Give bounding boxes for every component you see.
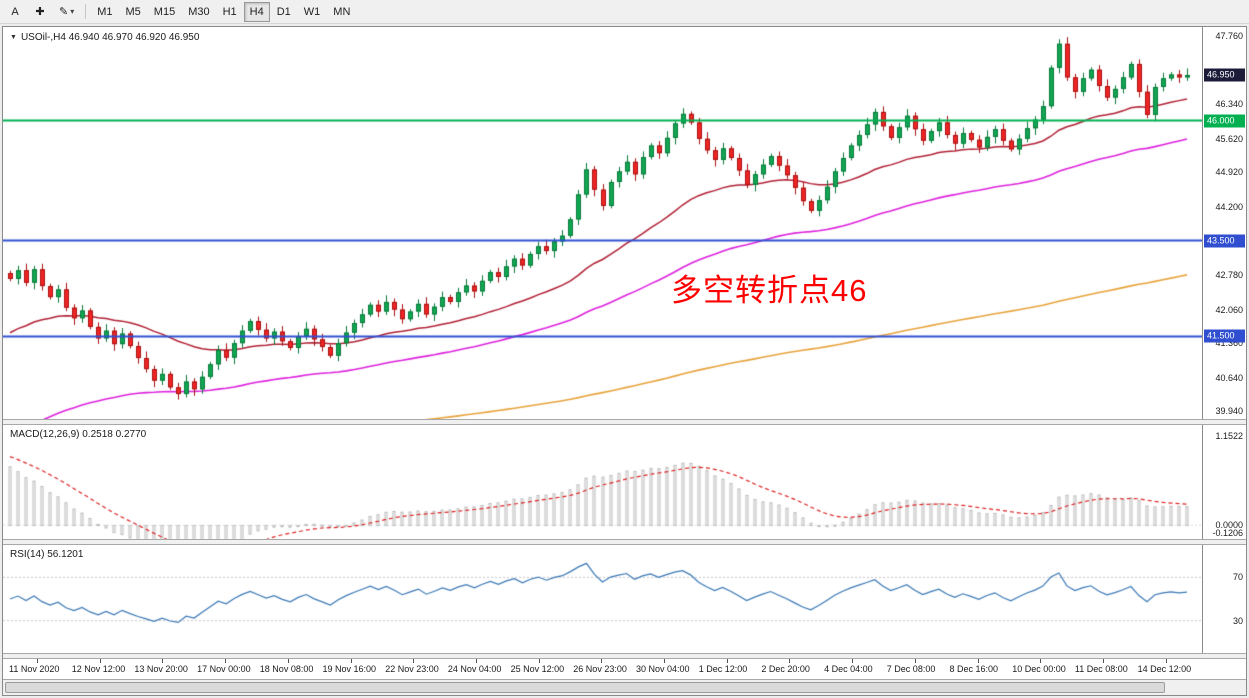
axis-label: 46.340 (1215, 99, 1243, 110)
date-label: 2 Dec 20:00 (761, 664, 810, 674)
date-label: 12 Nov 12:00 (71, 664, 126, 674)
axis-label: 44.920 (1215, 167, 1243, 178)
top-toolbar: A ✚ ✎ ▾ M1 M5 M15 M30 H1 H4 D1 W1 MN (0, 0, 1249, 24)
time-tick (977, 659, 979, 663)
rsi-panel[interactable]: RSI(14) 56.1201 70 30 (3, 545, 1246, 653)
price-badge-46.950: 46.950 (1204, 68, 1245, 82)
axis-label: 42.780 (1215, 270, 1243, 281)
crosshair-button[interactable]: ✚ (28, 2, 52, 22)
time-tick (601, 659, 603, 663)
time-tick (1040, 659, 1042, 663)
timeframe-h4[interactable]: H4 (243, 1, 270, 22)
price-badge-46.000: 46.000 (1204, 114, 1245, 128)
arrow-cursor-button[interactable]: A (11, 5, 19, 18)
time-tick (789, 659, 791, 663)
axis-label: 70 (1232, 572, 1243, 583)
time-axis[interactable]: 11 Nov 2020 12 Nov 12:00 13 Nov 20:00 17 No… (3, 659, 1246, 679)
axis-label: 41.360 (1215, 338, 1243, 349)
chart-annotation-text[interactable]: 多空转折点46 (671, 273, 868, 308)
scrollbar-thumb[interactable] (5, 682, 1165, 693)
panel-divider[interactable] (3, 653, 1246, 659)
time-tick (726, 659, 728, 663)
date-label: 13 Nov 20:00 (134, 664, 188, 674)
time-tick (914, 659, 916, 663)
rsi-header: RSI(14) 56.1201 (10, 549, 84, 560)
date-label: 18 Nov 08:00 (259, 664, 314, 674)
panel-divider[interactable] (3, 539, 1246, 545)
axis-label: 45.620 (1215, 133, 1243, 144)
timeframe-mn[interactable]: MN (333, 5, 351, 18)
timeframe-group: M1 M5 M15 M30 H1 H4 D1 W1 MN (91, 1, 356, 22)
price-badge-43.500: 43.500 (1204, 234, 1245, 247)
timeframe-m30[interactable]: M30 (188, 5, 210, 18)
rsi-chart-canvas[interactable] (3, 545, 1202, 653)
toolbar-separator (85, 4, 87, 19)
axis-label: 39.940 (1215, 406, 1243, 417)
axis-label: 42.060 (1215, 304, 1243, 315)
timeframe-m5[interactable]: M5 (125, 5, 141, 18)
time-tick (99, 659, 101, 663)
timeframe-d1[interactable]: D1 (276, 5, 291, 18)
chevron-down-icon: ▾ (70, 7, 75, 16)
timeframe-m15[interactable]: M15 (153, 5, 176, 18)
candlestick-chart-canvas[interactable] (3, 27, 1202, 419)
date-label: 22 Nov 23:00 (385, 664, 439, 674)
main-chart-panel[interactable]: ▼ USOil-,H4 46.940 46.970 46.920 46.950 … (3, 27, 1246, 419)
axis-label: 30 (1232, 615, 1243, 626)
timeframe-h1[interactable]: H1 (222, 5, 237, 18)
time-tick (162, 659, 164, 663)
time-tick (37, 659, 38, 663)
symbol-ohlc-text: USOil-,H4 46.940 46.970 46.920 46.950 (20, 32, 200, 43)
date-label: 25 Nov 12:00 (510, 664, 565, 674)
macd-price-axis[interactable]: 1.1522 0.0000 -0.1206 (1202, 425, 1246, 539)
date-label: 4 Dec 04:00 (824, 664, 873, 674)
chart-marker-icon: ▼ (10, 34, 17, 41)
date-label: 17 Nov 00:00 (197, 664, 251, 674)
axis-label: 47.760 (1215, 31, 1243, 42)
time-tick (664, 659, 665, 663)
macd-chart-canvas[interactable] (3, 425, 1202, 539)
macd-header: MACD(12,26,9) 0.2518 0.2770 (10, 429, 147, 440)
main-price-axis[interactable]: 47.760 46.340 45.620 44.920 44.200 42.780 42.0… (1202, 27, 1246, 419)
date-label: 11 Dec 08:00 (1074, 664, 1128, 674)
axis-label: 0.0000 (1215, 520, 1243, 531)
time-tick (287, 659, 289, 663)
horizontal-scrollbar[interactable] (3, 679, 1246, 695)
date-label: 8 Dec 16:00 (949, 664, 999, 674)
time-tick (1165, 659, 1167, 663)
axis-label: 44.200 (1215, 201, 1243, 212)
date-label: 14 Dec 12:00 (1137, 664, 1192, 674)
date-label: 7 Dec 08:00 (886, 664, 936, 674)
rsi-price-axis[interactable]: 70 30 (1202, 545, 1246, 653)
axis-label: 1.1522 (1215, 431, 1243, 442)
chart-window: ▼ USOil-,H4 46.940 46.970 46.920 46.950 … (2, 26, 1247, 696)
timeframe-w1[interactable]: W1 (303, 5, 321, 18)
panel-divider[interactable] (3, 419, 1246, 425)
symbol-header: ▼ USOil-,H4 46.940 46.970 46.920 46.950 (10, 32, 199, 43)
time-tick (475, 659, 477, 663)
time-tick (538, 659, 540, 663)
axis-label: 40.640 (1215, 372, 1243, 383)
date-label: 10 Dec 00:00 (1012, 664, 1066, 674)
date-label: 26 Nov 23:00 (573, 664, 627, 674)
time-tick (1102, 659, 1104, 663)
time-tick (852, 659, 854, 663)
price-badge-41.500: 41.500 (1204, 329, 1245, 343)
macd-panel[interactable]: MACD(12,26,9) 0.2518 0.2770 1.1522 0.0000… (3, 425, 1246, 539)
draw-tool-button[interactable]: ✎ ▾ (53, 2, 80, 22)
time-tick (225, 659, 227, 663)
date-label: 30 Nov 04:00 (636, 664, 690, 674)
date-label: 1 Dec 12:00 (698, 664, 748, 674)
axis-label: -0.1206 (1212, 528, 1243, 538)
crosshair-icon: ✚ (35, 6, 45, 18)
date-label: 11 Nov 2020 (9, 664, 60, 674)
date-label: 24 Nov 04:00 (447, 664, 502, 674)
time-tick (413, 659, 415, 663)
timeframe-m1[interactable]: M1 (97, 5, 113, 18)
date-label: 19 Nov 16:00 (322, 664, 377, 674)
pencil-icon: ✎ (59, 6, 69, 18)
time-tick (350, 659, 352, 663)
